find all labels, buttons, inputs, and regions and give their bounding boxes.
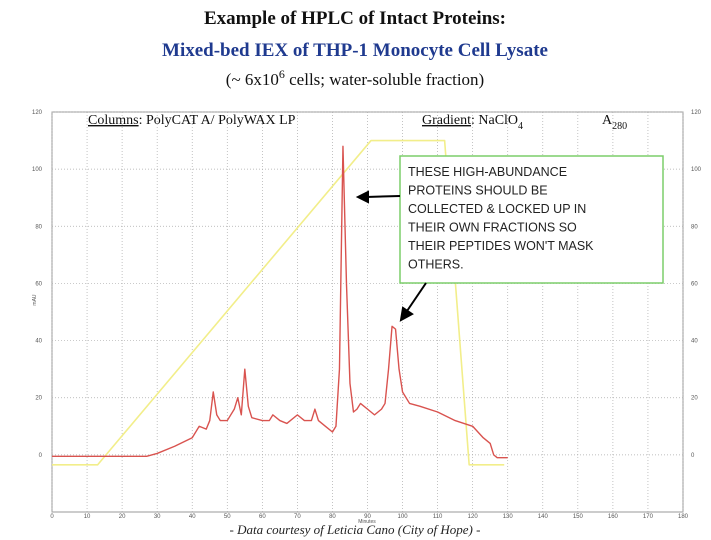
note-text: cells; water-soluble fraction) <box>285 70 484 89</box>
header-text: A <box>602 113 613 128</box>
annotation-line: THEIR PEPTIDES WON'T MASK <box>408 239 594 253</box>
header: A280 <box>602 113 627 132</box>
annotation-box <box>399 155 664 284</box>
x-tick-label: 10 <box>84 514 91 520</box>
annotation-line: PROTEINS SHOULD BE <box>408 184 548 198</box>
arrow <box>365 195 401 198</box>
arrows <box>355 190 427 322</box>
y2-tick-label: 0 <box>691 453 695 459</box>
x-tick-label: 160 <box>608 514 619 520</box>
x-tick-label: 80 <box>329 514 336 520</box>
annotation-line: THESE HIGH-ABUNDANCE <box>408 165 567 179</box>
header-label: Columns <box>88 113 139 128</box>
y2-tick-label: 100 <box>691 167 702 173</box>
y-tick-label: 120 <box>32 110 43 116</box>
x-tick-label: 170 <box>643 514 654 520</box>
x-tick-label: 30 <box>154 514 161 520</box>
y-axis-label: mAU <box>32 294 38 306</box>
y2-tick-label: 60 <box>691 281 698 287</box>
x-tick-label: 70 <box>294 514 301 520</box>
header-label: Gradient <box>422 113 471 128</box>
annotation-line: THEIR OWN FRACTIONS SO <box>408 221 577 235</box>
x-tick-label: 60 <box>259 514 266 520</box>
x-tick-label: 0 <box>50 514 54 520</box>
x-tick-label: 50 <box>224 514 231 520</box>
y-tick-label: 100 <box>32 167 43 173</box>
chart-subtitle: Mixed-bed IEX of THP-1 Monocyte Cell Lys… <box>162 40 548 61</box>
arrowhead <box>355 190 369 204</box>
y-tick-label: 20 <box>35 396 42 402</box>
footer: - Data courtesy of Leticia Cano (City of… <box>230 522 481 537</box>
annotation-line: COLLECTED & LOCKED UP IN <box>408 202 586 216</box>
y2-tick-label: 40 <box>691 339 698 345</box>
chart-title: Example of HPLC of Intact Proteins: <box>204 8 506 29</box>
series-line <box>52 139 505 466</box>
header-text: : PolyCAT A/ PolyWAX LP <box>139 113 296 128</box>
y2-tick-label: 80 <box>691 224 698 230</box>
y2-tick-label: 120 <box>691 110 702 116</box>
header-sub: 280 <box>612 121 627 132</box>
x-tick-label: 180 <box>678 514 689 520</box>
x-tick-label: 110 <box>433 514 443 520</box>
series-line <box>52 145 508 459</box>
x-tick-label: 150 <box>573 514 584 520</box>
x-tick-label: 100 <box>398 514 409 520</box>
annotation: THESE HIGH-ABUNDANCE PROTEINS SHOULD BE CO… <box>408 165 594 272</box>
note-sup: 6 <box>279 67 285 81</box>
annotation-line: OTHERS. <box>408 258 464 272</box>
x-tick-label: 20 <box>119 514 126 520</box>
header-text: : NaClO <box>471 113 518 128</box>
arrowhead <box>399 306 414 322</box>
y-tick-label: 40 <box>35 339 42 345</box>
note: (~ 6x106 cells; water-soluble fraction) <box>226 67 484 89</box>
y-tick-label: 80 <box>35 224 42 230</box>
x-tick-label: 40 <box>189 514 196 520</box>
y-tick-label: 0 <box>39 453 43 459</box>
x-tick-label: 140 <box>538 514 549 520</box>
x-axis-label: Minutes <box>358 519 376 525</box>
header: Columns: PolyCAT A/ PolyWAX LP <box>88 113 296 128</box>
arrow <box>406 282 427 312</box>
header-sub: 4 <box>518 121 523 132</box>
x-tick-label: 90 <box>364 514 371 520</box>
x-tick-label: 120 <box>468 514 479 520</box>
y2-tick-label: 20 <box>691 396 698 402</box>
lines <box>52 139 508 466</box>
x-tick-label: 130 <box>503 514 514 520</box>
header: Gradient: NaClO4 <box>422 113 523 132</box>
note-text: (~ 6x10 <box>226 70 279 89</box>
y-tick-label: 60 <box>35 281 42 287</box>
